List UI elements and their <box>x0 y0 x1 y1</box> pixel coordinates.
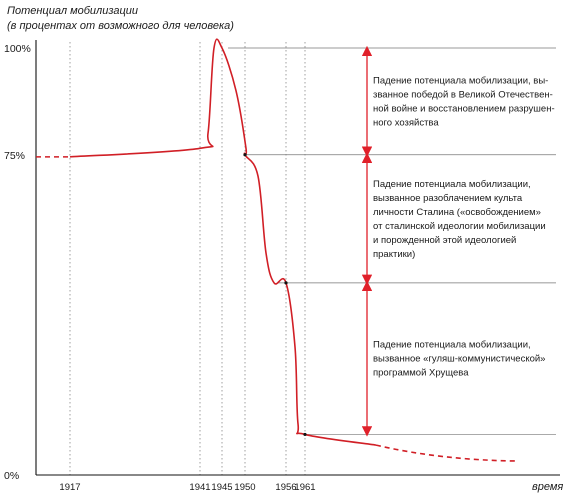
curve-point <box>303 432 307 437</box>
curve-point <box>284 281 288 285</box>
annotation-text: ной войне и восстановлением разрушен- <box>373 103 555 114</box>
annotation-text: званное победой в Великой Отечествен- <box>373 89 553 100</box>
x-tick-label: 1961 <box>294 482 315 493</box>
annotation-text: и порожденной этой идеологией <box>373 235 516 246</box>
y-axis-title: Потенциал мобилизации <box>7 5 138 17</box>
mobilization-curve <box>69 38 377 446</box>
x-tick-label: 1956 <box>275 482 296 493</box>
annotations: Падение потенциала мобилизации, вы-званн… <box>361 45 555 437</box>
annotation-text: программой Хрущева <box>373 368 469 379</box>
y-tick-label: 75% <box>4 150 25 162</box>
y-axis-subtitle: (в процентах от возможного для человека) <box>7 20 234 32</box>
y-tick-label: 0% <box>4 470 19 482</box>
annotation-text: личности Сталина («освобождением» <box>373 207 541 218</box>
series <box>36 38 517 462</box>
x-tick-label: 1941 <box>189 482 210 493</box>
annotation-text: вызванное «гуляш-коммунистической» <box>373 354 545 365</box>
annotation-text: Падение потенциала мобилизации, <box>373 340 531 351</box>
annotation-text: вызванное разоблачением культа <box>373 193 523 204</box>
annotation-text: практики) <box>373 249 415 260</box>
annotation-text: Падение потенциала мобилизации, <box>373 179 531 190</box>
curve-dashed-end <box>375 444 517 462</box>
y-tick-label: 100% <box>4 43 31 55</box>
curve-point <box>243 153 247 157</box>
x-axis-title: время <box>532 481 563 493</box>
annotation-text: ного хозяйства <box>373 117 439 128</box>
annotation-text: Падение потенциала мобилизации, вы- <box>373 75 548 86</box>
x-tick-label: 1950 <box>234 482 255 493</box>
grid <box>69 42 556 475</box>
x-tick-label: 1945 <box>211 482 232 493</box>
x-tick-label: 1917 <box>59 482 80 493</box>
axes <box>35 40 560 476</box>
annotation-text: от сталинской идеологии мобилизации <box>373 221 546 232</box>
